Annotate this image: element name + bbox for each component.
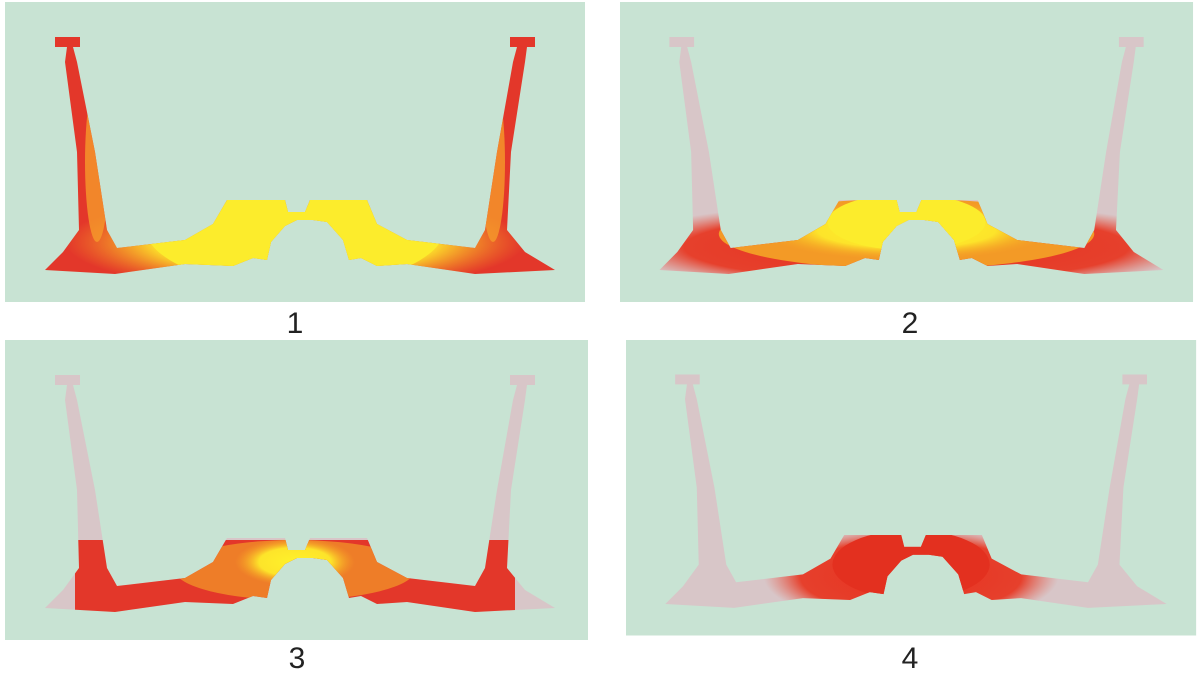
panel-label: 1 — [287, 307, 304, 340]
figure: 1 2 3 4 — [0, 0, 1198, 675]
panel — [5, 340, 588, 640]
panel — [626, 340, 1196, 636]
panel-label: 2 — [902, 307, 919, 340]
page: {"panels": [{"label": "1"}, {"label": "2… — [0, 0, 1198, 675]
panel — [610, 2, 1198, 302]
panel — [5, 2, 585, 302]
panel-label: 4 — [902, 642, 919, 675]
panel-label: 3 — [289, 642, 306, 675]
